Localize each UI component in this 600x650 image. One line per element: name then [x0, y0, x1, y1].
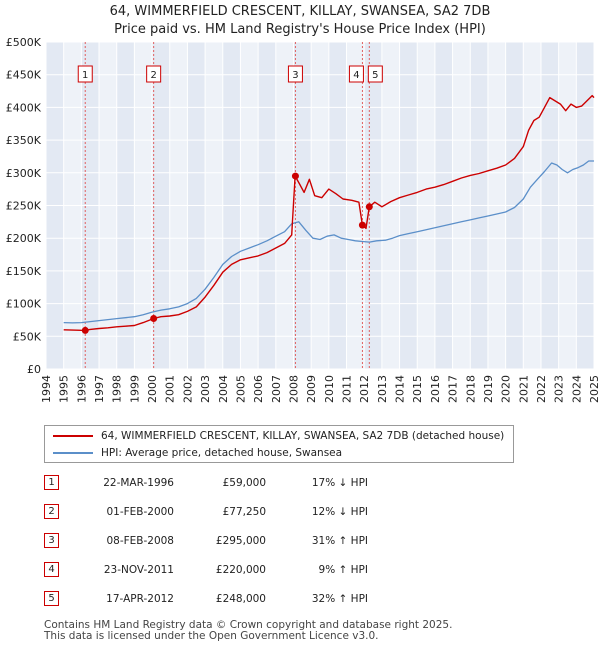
- legend-swatch-hpi: [53, 452, 93, 454]
- y-tick-label: £500K: [6, 36, 42, 49]
- sale-number-box: [146, 65, 162, 83]
- sale-number-box: [77, 65, 93, 83]
- chart-legend: 64, WIMMERFIELD CRESCENT, KILLAY, SWANSE…: [44, 425, 514, 463]
- x-tick-label: 2012: [358, 375, 371, 403]
- sale-hpi-diff: 32% ↑ HPI: [311, 593, 368, 605]
- x-tick-label: 2011: [341, 375, 354, 403]
- sale-number-box: [367, 65, 383, 83]
- title-line-1: 64, WIMMERFIELD CRESCENT, KILLAY, SWANSE…: [109, 4, 491, 19]
- footer: Contains HM Land Registry data © Crown c…: [44, 620, 584, 642]
- sale-point: [81, 326, 89, 334]
- sale-hpi-diff: 17% ↓ HPI: [311, 477, 368, 489]
- sale-date: 08-FEB-2008: [106, 535, 174, 547]
- y-tick-label: £0: [27, 363, 41, 376]
- legend-item-property: 64, WIMMERFIELD CRESCENT, KILLAY, SWANSE…: [53, 427, 504, 445]
- sale-row: 4 23-NOV-2011 £220,000 9% ↑ HPI: [44, 561, 564, 579]
- x-tick-label: 2015: [411, 375, 424, 403]
- x-tick-label: 2019: [482, 375, 495, 403]
- sale-row: 2 01-FEB-2000 £77,250 12% ↓ HPI: [44, 503, 564, 521]
- sale-point: [291, 172, 299, 180]
- sale-price: £77,250: [222, 506, 266, 518]
- x-tick-label: 2016: [429, 375, 442, 403]
- x-tick-label: 2009: [305, 375, 318, 403]
- x-tick-label: 1997: [93, 375, 106, 403]
- price-chart: £0 £50K £100K £150K £200K £250K £300K £350K £400…: [6, 36, 600, 403]
- sale-date: 23-NOV-2011: [103, 564, 174, 576]
- x-tick-label: 2010: [323, 375, 336, 403]
- footer-line-1: Contains HM Land Registry data © Crown c…: [44, 619, 453, 631]
- x-tick-label: 2020: [500, 375, 513, 403]
- footer-line-2: This data is licensed under the Open Gov…: [44, 630, 379, 642]
- x-tick-label: 2008: [287, 375, 300, 403]
- sale-date: 01-FEB-2000: [106, 506, 174, 518]
- y-tick-label: £450K: [6, 69, 42, 82]
- y-tick-label: £100K: [6, 298, 42, 311]
- sale-hpi-diff: 9% ↑ HPI: [318, 564, 368, 576]
- sale-number-label: 3: [292, 70, 298, 81]
- sale-price: £220,000: [215, 564, 266, 576]
- x-tick-label: 2018: [464, 375, 477, 403]
- x-tick-label: 2024: [570, 375, 583, 403]
- x-tick-label: 2014: [394, 375, 407, 403]
- y-tick-label: £200K: [6, 232, 42, 245]
- sale-row: 3 08-FEB-2008 £295,000 31% ↑ HPI: [44, 532, 564, 550]
- x-tick-label: 2023: [553, 375, 566, 403]
- x-tick-label: 1998: [111, 375, 124, 403]
- sale-number: 5: [44, 591, 59, 606]
- x-tick-label: 2003: [199, 375, 212, 403]
- sale-point: [358, 221, 366, 229]
- sale-number: 2: [44, 504, 59, 519]
- x-tick-label: 2022: [535, 375, 548, 403]
- sale-number-label: 1: [82, 70, 88, 81]
- x-tick-label: 1994: [40, 375, 53, 403]
- sale-price: £248,000: [215, 593, 266, 605]
- series-line-hpi: [63, 160, 594, 324]
- x-tick-label: 2001: [164, 375, 177, 403]
- sale-date: 22-MAR-1996: [103, 477, 174, 489]
- sale-point: [150, 314, 158, 322]
- legend-item-hpi: HPI: Average price, detached house, Swan…: [53, 444, 342, 462]
- chart-title: 64, WIMMERFIELD CRESCENT, KILLAY, SWANSE…: [0, 3, 600, 39]
- series-line-property: [63, 94, 595, 332]
- sale-number-box: [348, 65, 364, 83]
- legend-label-property: 64, WIMMERFIELD CRESCENT, KILLAY, SWANSE…: [101, 430, 505, 442]
- sale-number: 3: [44, 533, 59, 548]
- x-tick-label: 1995: [58, 375, 71, 403]
- sale-hpi-diff: 31% ↑ HPI: [311, 535, 368, 547]
- legend-swatch-property: [53, 435, 93, 437]
- y-tick-label: £300K: [6, 167, 42, 180]
- sale-row: 5 17-APR-2012 £248,000 32% ↑ HPI: [44, 590, 564, 608]
- sale-point: [365, 203, 373, 211]
- x-tick-label: 2004: [217, 375, 230, 403]
- y-tick-label: £400K: [6, 101, 42, 114]
- x-tick-label: 2000: [146, 375, 159, 403]
- y-tick-label: £250K: [6, 200, 42, 213]
- sale-number: 4: [44, 562, 59, 577]
- x-tick-label: 2017: [447, 375, 460, 403]
- x-tick-label: 2005: [234, 375, 247, 403]
- x-tick-label: 2002: [181, 375, 194, 403]
- sale-number: 1: [44, 475, 59, 490]
- sale-number-label: 2: [150, 70, 156, 81]
- sale-row: 1 22-MAR-1996 £59,000 17% ↓ HPI: [44, 474, 564, 492]
- sale-date: 17-APR-2012: [106, 593, 174, 605]
- x-tick-label: 1996: [75, 375, 88, 403]
- sale-number-label: 4: [353, 70, 359, 81]
- x-tick-label: 2013: [376, 375, 389, 403]
- sale-number-box: [287, 65, 303, 83]
- title-line-2: Price paid vs. HM Land Registry's House …: [114, 22, 486, 37]
- y-tick-label: £350K: [6, 134, 42, 147]
- x-tick-label: 2025: [588, 375, 600, 403]
- sale-price: £295,000: [215, 535, 266, 547]
- sale-hpi-diff: 12% ↓ HPI: [311, 506, 368, 518]
- y-tick-label: £150K: [6, 265, 42, 278]
- x-tick-label: 2007: [270, 375, 283, 403]
- x-tick-label: 2006: [252, 375, 265, 403]
- sale-price: £59,000: [222, 477, 266, 489]
- sale-number-label: 5: [372, 70, 378, 81]
- x-tick-label: 1999: [128, 375, 141, 403]
- y-tick-label: £50K: [13, 330, 42, 343]
- x-tick-label: 2021: [517, 375, 530, 403]
- legend-label-hpi: HPI: Average price, detached house, Swan…: [101, 447, 343, 459]
